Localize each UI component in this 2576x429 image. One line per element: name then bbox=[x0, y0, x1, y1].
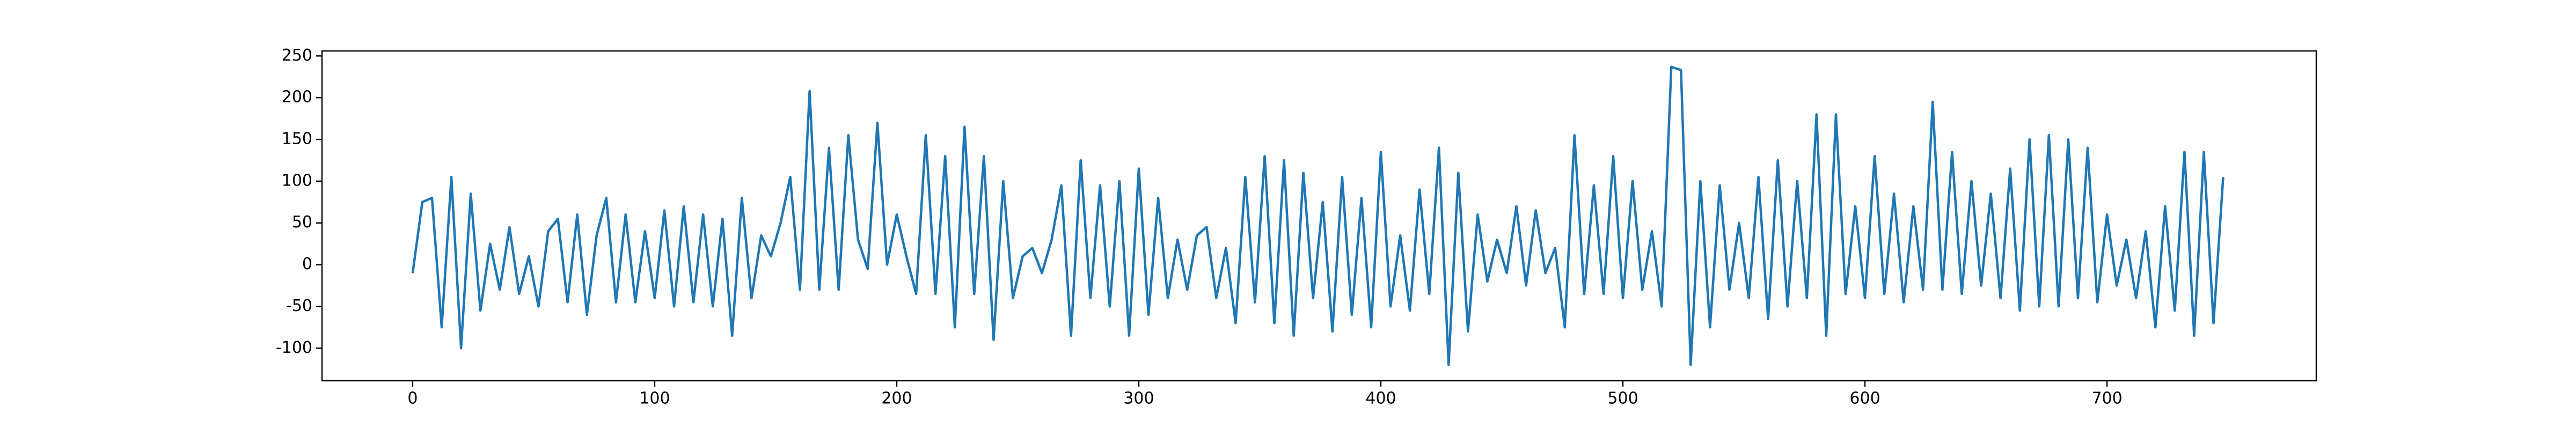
y-tick-label: 250 bbox=[282, 46, 312, 65]
x-tick-label: 400 bbox=[1365, 389, 1396, 408]
x-tick-label: 700 bbox=[2091, 389, 2122, 408]
x-tick-label: 300 bbox=[1123, 389, 1154, 408]
x-tick-label: 100 bbox=[639, 389, 670, 408]
y-tick-label: 150 bbox=[282, 130, 312, 149]
y-tick-label: 50 bbox=[292, 213, 312, 232]
x-tick-label: 0 bbox=[407, 389, 418, 408]
y-tick-label: -100 bbox=[276, 338, 312, 357]
plot-frame bbox=[321, 50, 2317, 382]
data-line bbox=[411, 65, 2224, 366]
y-tick-label: -50 bbox=[286, 297, 312, 315]
y-tick-label: 100 bbox=[282, 171, 312, 190]
x-tick-label: 600 bbox=[1849, 389, 1880, 408]
x-tick-label: 500 bbox=[1607, 389, 1638, 408]
y-tick-label: 0 bbox=[302, 255, 312, 273]
y-tick-label: 200 bbox=[282, 88, 312, 107]
x-tick-label: 200 bbox=[881, 389, 912, 408]
